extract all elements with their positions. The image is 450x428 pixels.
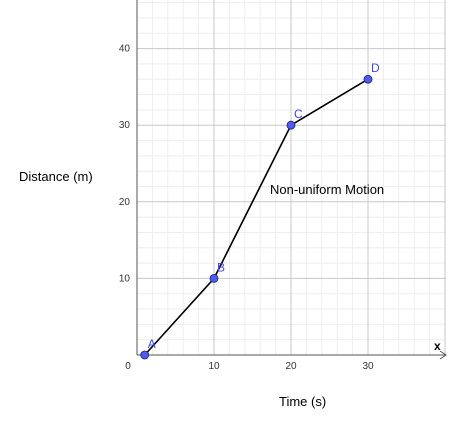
x-tick-label: 30	[362, 361, 374, 372]
y-tick-label: 20	[119, 197, 131, 208]
point-c	[286, 120, 296, 130]
y-tick-label: 40	[119, 44, 131, 55]
axes	[136, 0, 447, 360]
annotation-label: Non-uniform Motion	[270, 182, 385, 197]
y-tick-label: 10	[119, 273, 131, 284]
tick-labels: 0 10 20 30 10 20 30 40	[119, 44, 374, 372]
x-axis-name: x	[434, 339, 441, 353]
point-label-a: A	[148, 337, 156, 351]
point-d	[363, 74, 373, 84]
point-a	[140, 350, 150, 360]
point-label-b: B	[217, 260, 225, 274]
x-axis-label: Time (s)	[279, 394, 327, 409]
x-tick-label: 10	[208, 361, 220, 372]
point-label-c: C	[294, 107, 303, 121]
point-b	[209, 273, 219, 283]
x-axis-arrow	[439, 350, 447, 360]
y-tick-label: 30	[119, 120, 131, 131]
x-tick-label: 0	[125, 361, 131, 372]
y-axis-label: Distance (m)	[19, 169, 93, 184]
x-tick-label: 20	[285, 361, 297, 372]
point-label-d: D	[371, 61, 380, 75]
data-points: A B C D	[140, 61, 380, 360]
motion-line	[144, 78, 369, 356]
series-line	[144, 78, 369, 356]
major-grid	[137, 0, 446, 355]
